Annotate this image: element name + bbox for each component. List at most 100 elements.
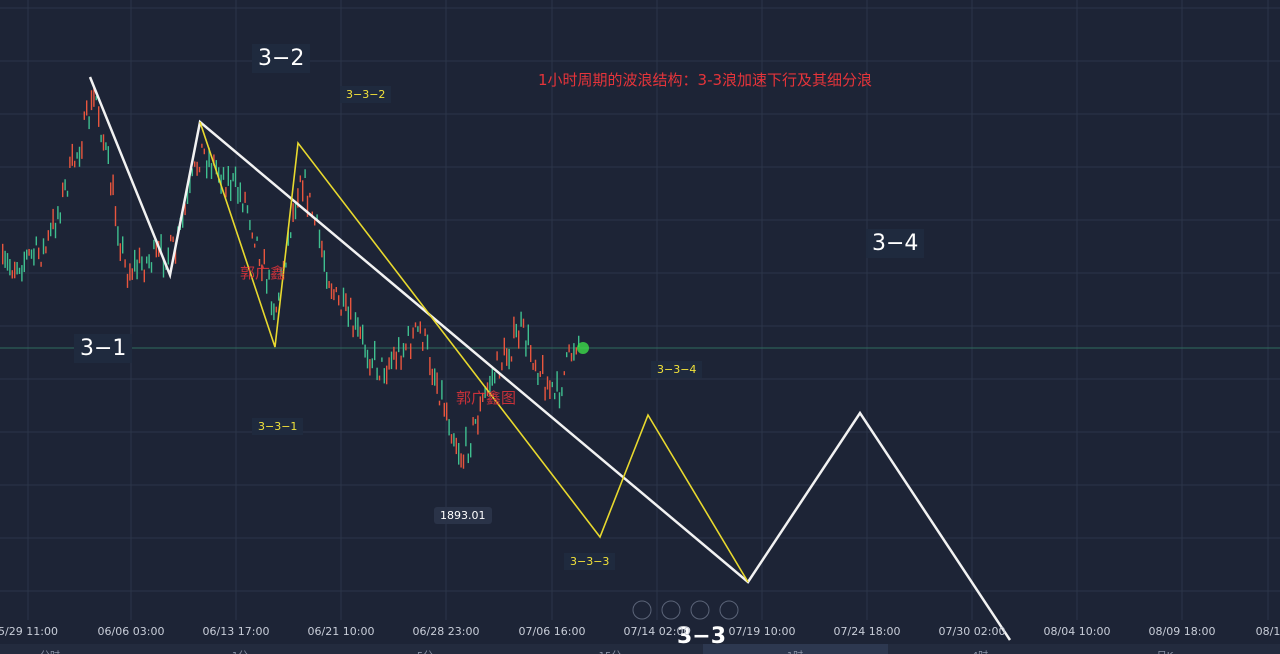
candle [95,96,97,101]
candle [81,141,83,159]
candle [398,337,400,353]
candle [455,437,457,455]
candle [472,417,474,426]
timeframe-tab[interactable]: 15分 [599,647,622,654]
candle [549,380,551,400]
candle [206,160,208,179]
wave-label: 3−3−3 [564,553,616,570]
candle [410,343,412,360]
candle [40,261,42,267]
timeframe-tab[interactable]: 分时 [40,647,60,654]
candle [436,372,438,394]
candle [134,249,136,272]
candle [215,160,217,175]
candle [347,306,349,327]
candle [426,334,429,350]
candle [143,269,145,283]
candle [155,240,157,258]
candle [201,143,203,148]
candle [150,262,153,273]
candle [405,343,407,351]
candle [419,321,421,334]
timeframe-tab[interactable]: 1分 [232,647,248,654]
candle [542,354,544,375]
x-tick-label: 07/19 10:00 [728,625,796,638]
candle [258,258,261,267]
candle [290,232,292,239]
candle [59,212,61,224]
candle [333,289,335,301]
candle [522,318,525,328]
candle [242,203,244,213]
candle [273,303,275,321]
candle [234,166,237,188]
candle [402,343,405,358]
candle [326,272,328,289]
candle [484,386,486,398]
candle [558,392,561,409]
candle [71,143,73,166]
candle [110,182,112,196]
candle [381,357,383,362]
timeframe-tab[interactable]: 4时 [972,647,988,654]
candle [556,371,558,392]
candle [213,154,215,166]
timeframe-tab[interactable]: 1时 [787,647,803,654]
candle [203,148,205,155]
candle [462,454,465,469]
candle [162,257,165,278]
candle [21,265,23,282]
x-tick-label: 07/24 18:00 [833,625,901,638]
candle [376,367,378,381]
candle [105,142,107,151]
x-tick-label: 06/06 03:00 [97,625,165,638]
candle [225,187,227,198]
candle [52,208,54,230]
zoom-controls[interactable] [632,600,739,620]
candle [338,295,340,306]
candle [76,152,78,159]
candle [386,365,388,385]
wave-label: 3−4 [866,229,925,258]
candle [74,160,76,168]
wave-label: 3−2 [252,44,311,73]
candle [525,340,527,357]
candle [141,256,143,271]
x-tick-label: 06/13 17:00 [202,625,270,638]
candle [90,90,93,111]
candle [342,287,345,307]
candle [362,324,364,345]
candle [354,312,357,330]
candle [527,324,529,346]
candle [268,269,270,280]
candle [227,166,229,186]
candle [309,192,311,198]
candle [33,248,35,266]
candle [278,292,280,301]
wave-label: 3−3−2 [340,86,392,103]
candle [458,442,460,465]
candle [330,283,333,300]
candle [64,179,66,191]
x-tick-label: 08/09 18:00 [1148,625,1216,638]
candle [98,106,100,127]
candle [11,270,13,279]
candle [122,236,124,254]
watermark: 郭广鑫图 [456,389,517,407]
candle [446,402,448,421]
watermark: 郭广鑫 [240,264,286,282]
candle [357,317,359,337]
candle [352,325,354,338]
candle [388,357,390,370]
timeframe-tab[interactable]: 日K [1157,647,1174,654]
candle [503,337,505,356]
candle [30,249,33,259]
candle [578,335,580,348]
candle [9,259,11,276]
candle [42,238,45,255]
candle [518,330,520,349]
timeframe-tab[interactable]: 5分 [417,647,433,654]
candle [306,195,309,217]
candle [539,371,541,377]
candle [299,175,301,183]
